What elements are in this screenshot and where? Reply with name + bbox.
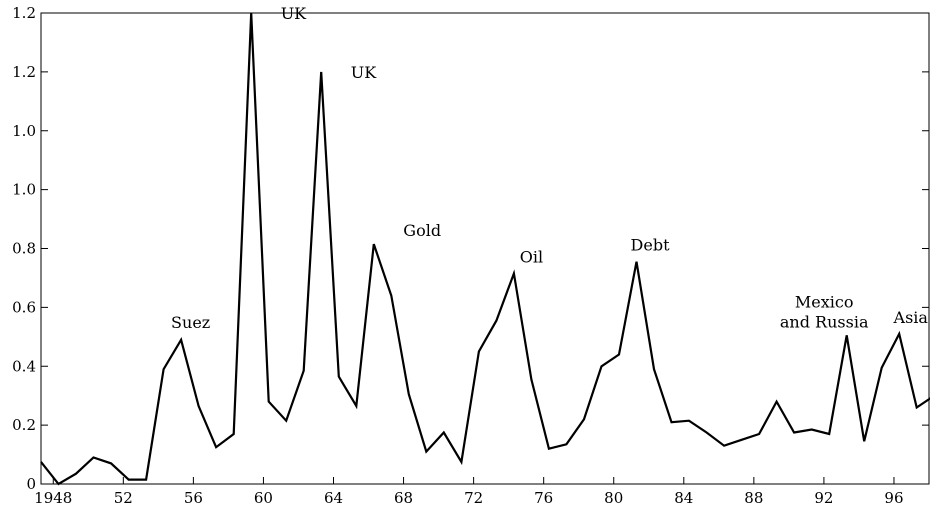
x-tick-label: 64 <box>324 489 343 507</box>
y-tick-label: 0.6 <box>12 298 36 316</box>
annotation-label: Gold <box>403 221 441 240</box>
x-tick-label: 72 <box>464 489 483 507</box>
annotation-label: UK <box>281 4 307 23</box>
y-tick-label: 0 <box>26 475 36 493</box>
annotation-label: Suez <box>171 313 210 332</box>
annotation-label: Mexico <box>795 292 854 311</box>
y-tick-label: 0.2 <box>12 416 36 434</box>
y-tick-label: 1.0 <box>12 122 36 140</box>
y-tick-label: 0.4 <box>12 357 36 375</box>
series-line <box>40 12 930 486</box>
x-tick-label: 80 <box>604 489 623 507</box>
x-tick-label: 84 <box>674 489 693 507</box>
x-tick-label: 56 <box>184 489 203 507</box>
x-axis: 1948 52 56 60 64 68 72 76 80 84 88 92 96 <box>34 477 904 507</box>
plot-frame <box>40 12 930 485</box>
x-tick-label: 76 <box>534 489 553 507</box>
y-axis: 0 0.2 0.4 0.6 0.8 1.0 1.0 1.2 1.2 <box>12 4 929 493</box>
x-tick-label: 60 <box>254 489 273 507</box>
annotation-label: Debt <box>631 236 671 255</box>
series-group <box>40 12 930 486</box>
y-tick-label: 1.0 <box>12 181 36 199</box>
x-tick-label: 96 <box>884 489 903 507</box>
annotation-label: Oil <box>520 248 543 267</box>
y-tick-label: 1.2 <box>12 4 36 22</box>
y-tick-label: 0.8 <box>12 240 36 258</box>
annotation-label: and Russia <box>780 312 869 331</box>
annotation-label: UK <box>351 63 377 82</box>
x-tick-label: 88 <box>744 489 763 507</box>
annotation-label: Asia <box>893 308 929 327</box>
x-tick-label: 92 <box>814 489 833 507</box>
x-tick-label: 52 <box>114 489 133 507</box>
x-tick-label: 1948 <box>34 489 72 507</box>
y-tick-label: 1.2 <box>12 63 36 81</box>
x-tick-label: 68 <box>394 489 413 507</box>
axes <box>40 12 930 485</box>
